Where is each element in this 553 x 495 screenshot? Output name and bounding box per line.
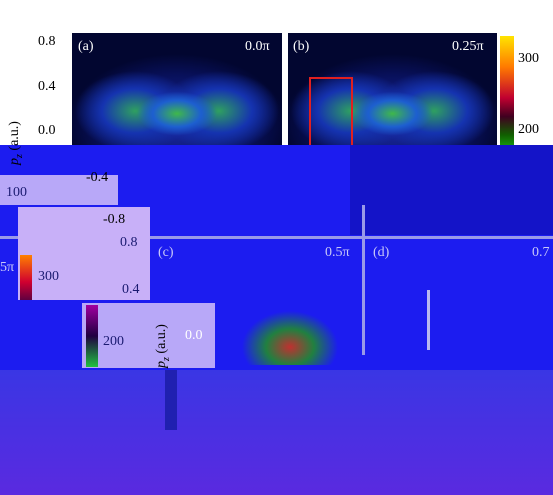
colorbar-label: 300 [518,51,539,66]
y-axis-label: pz (a.u.) [7,121,25,165]
colorbar-fragment [86,305,98,367]
panel-phase: 0.7 [532,245,550,260]
panel-label: (c) [158,245,174,260]
glitch-line [0,236,553,239]
colorbar-fragment [20,255,32,300]
panel-label: (b) [293,39,310,54]
colorbar-label: 300 [38,269,59,284]
colorbar [500,36,514,160]
y-tick-label: 0.4 [38,79,56,94]
y-tick-label: -0.4 [86,170,109,185]
glitch-region [0,370,553,495]
glitch-block [165,370,177,430]
panel-phase: 0.5π [325,245,350,260]
colorbar-label: 200 [103,334,124,349]
panel-phase: 0.0π [245,39,270,54]
y-axis-label: pz (a.u.) [154,324,172,368]
glitch-box [82,303,215,368]
text-fragment: 5π [0,260,15,275]
panel-a-heatmap [72,33,282,163]
glitch-box [18,207,150,300]
glitch-line [362,205,365,355]
y-tick-label: 0.8 [38,34,56,49]
panel-phase: 0.25π [452,39,484,54]
panel-b-heatmap [288,33,497,163]
glitch-block [350,145,553,235]
glitch-box [0,175,118,205]
colorbar-label: 100 [6,185,27,200]
panel-label: (a) [78,39,94,54]
glitch-line [427,290,430,350]
y-tick-label: 0.8 [120,235,138,250]
panel-label: (d) [373,245,390,260]
y-tick-label: 0.0 [185,328,203,343]
panel-c-heatmap [220,275,360,365]
colorbar-label: 200 [518,122,539,137]
y-tick-label: 0.0 [38,123,56,138]
y-tick-label: 0.4 [122,282,140,297]
y-tick-label: -0.8 [103,212,126,227]
